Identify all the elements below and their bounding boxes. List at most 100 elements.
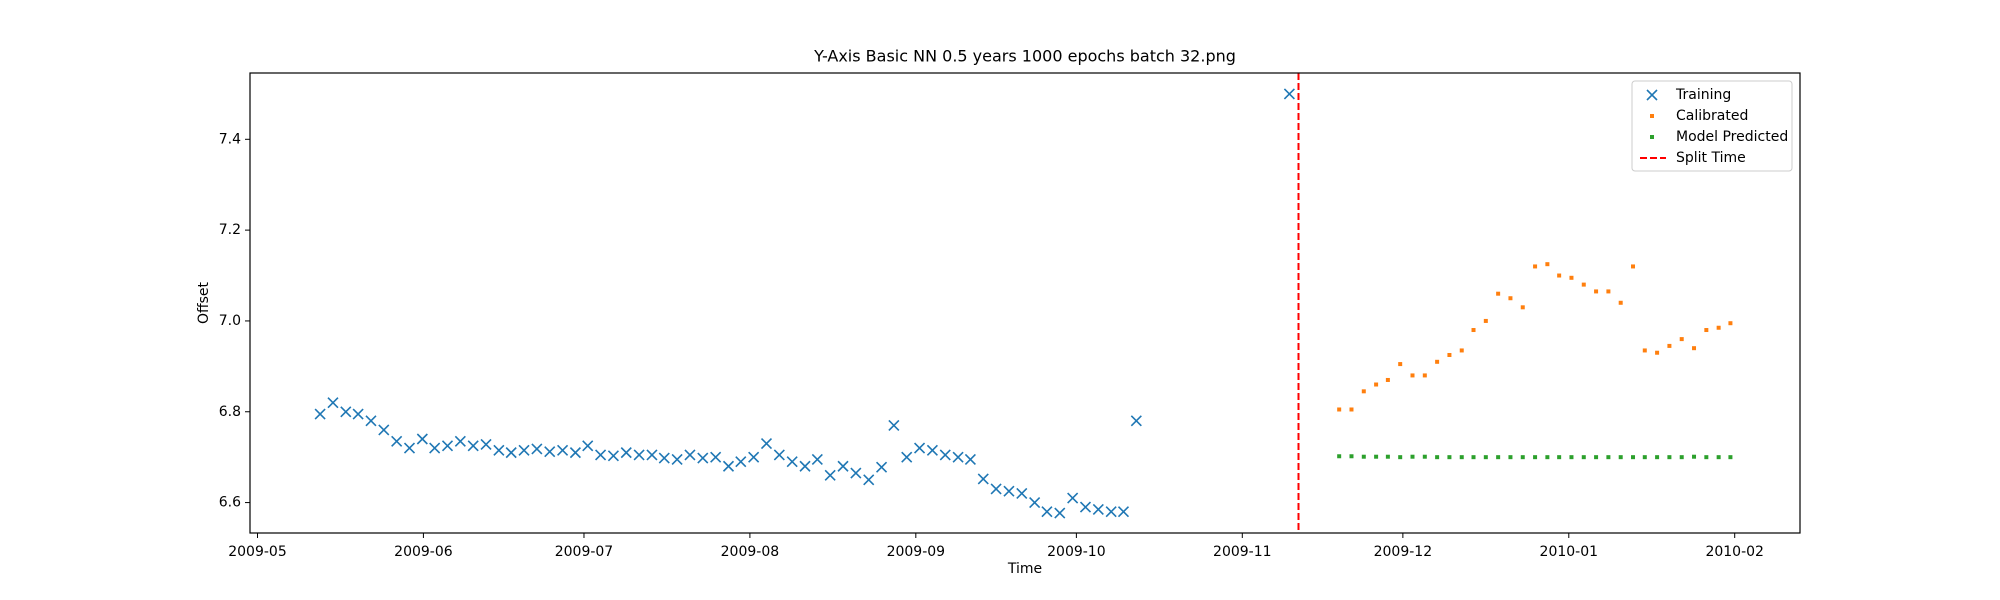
point: [1704, 328, 1709, 333]
point: [1581, 455, 1586, 460]
y-tick-label: 6.8: [219, 404, 241, 420]
point: [1471, 328, 1476, 333]
point: [1422, 373, 1427, 378]
point: [1508, 296, 1513, 301]
point: [697, 452, 709, 464]
point: [1508, 455, 1513, 460]
point: [314, 408, 326, 420]
point: [1704, 455, 1709, 460]
chart-title: Y-Axis Basic NN 0.5 years 1000 epochs ba…: [813, 47, 1236, 66]
point: [1447, 455, 1452, 460]
point: [1016, 487, 1028, 500]
point: [646, 449, 658, 461]
point: [1545, 455, 1550, 460]
point: [990, 483, 1002, 495]
point: [1631, 264, 1636, 269]
x-axis-label: Time: [1007, 561, 1042, 577]
point: [1435, 455, 1440, 460]
point: [1092, 503, 1104, 515]
legend-label: Calibrated: [1676, 108, 1748, 124]
point: [1374, 454, 1379, 459]
point: [1483, 455, 1488, 460]
point: [1041, 506, 1053, 518]
point: [1692, 346, 1697, 351]
point: [1105, 506, 1117, 518]
point: [1447, 352, 1452, 357]
point: [1557, 273, 1562, 278]
point: [837, 460, 849, 472]
point: [1337, 407, 1342, 412]
point: [1679, 337, 1684, 342]
point: [454, 435, 466, 447]
point: [1398, 455, 1403, 460]
point: [735, 456, 747, 468]
point: [811, 453, 823, 466]
point: [1349, 454, 1354, 459]
point: [1483, 318, 1488, 323]
point: [1410, 373, 1415, 378]
point: [378, 424, 390, 436]
point: [441, 440, 454, 452]
point: [1471, 455, 1476, 460]
y-tick-label: 7.4: [219, 131, 241, 147]
point: [416, 433, 428, 445]
point: [595, 449, 607, 461]
point: [518, 444, 530, 456]
point: [1642, 455, 1647, 460]
point: [1667, 455, 1672, 460]
point: [1361, 454, 1366, 459]
point: [352, 408, 364, 420]
point: [1520, 455, 1525, 460]
point: [1533, 264, 1538, 269]
point: [531, 443, 543, 455]
point: [786, 456, 798, 468]
point: [1130, 415, 1142, 427]
point: [1374, 382, 1379, 387]
point: [926, 444, 938, 456]
point: [1337, 454, 1342, 459]
x-tick-label: 2010-01: [1540, 544, 1599, 560]
x-tick-label: 2009-08: [721, 544, 780, 560]
x-tick-label: 2009-10: [1047, 544, 1106, 560]
y-tick-label: 7.0: [219, 313, 241, 329]
point: [620, 447, 632, 459]
point: [365, 415, 377, 427]
point: [671, 453, 683, 466]
point: [1054, 507, 1066, 519]
x-tick-label: 2009-09: [887, 544, 946, 560]
point: [327, 397, 339, 409]
point: [1459, 455, 1464, 460]
y-axis-label: Offset: [196, 281, 212, 324]
point: [875, 461, 888, 473]
point: [1385, 377, 1390, 382]
point: [1581, 282, 1586, 287]
point: [1692, 454, 1697, 459]
point: [722, 460, 735, 472]
point: [1655, 350, 1660, 355]
point: [1594, 289, 1599, 294]
point: [1606, 289, 1611, 294]
point: [1606, 455, 1611, 460]
point: [1716, 325, 1721, 330]
point: [901, 451, 913, 463]
point: [544, 446, 556, 458]
point: [913, 442, 926, 454]
point: [1716, 455, 1721, 460]
point: [493, 444, 505, 456]
point: [1569, 275, 1574, 280]
point: [1679, 455, 1684, 460]
point: [607, 450, 619, 462]
point: [505, 447, 517, 459]
point: [1422, 454, 1427, 459]
point: [1594, 455, 1599, 460]
point: [1117, 506, 1130, 518]
legend-label: Training: [1675, 87, 1731, 103]
point: [429, 442, 441, 454]
point: [1728, 321, 1733, 326]
point: [748, 451, 760, 463]
y-tick-label: 7.2: [219, 222, 241, 238]
point: [1533, 455, 1538, 460]
point: [1410, 454, 1415, 459]
point: [1631, 455, 1636, 460]
